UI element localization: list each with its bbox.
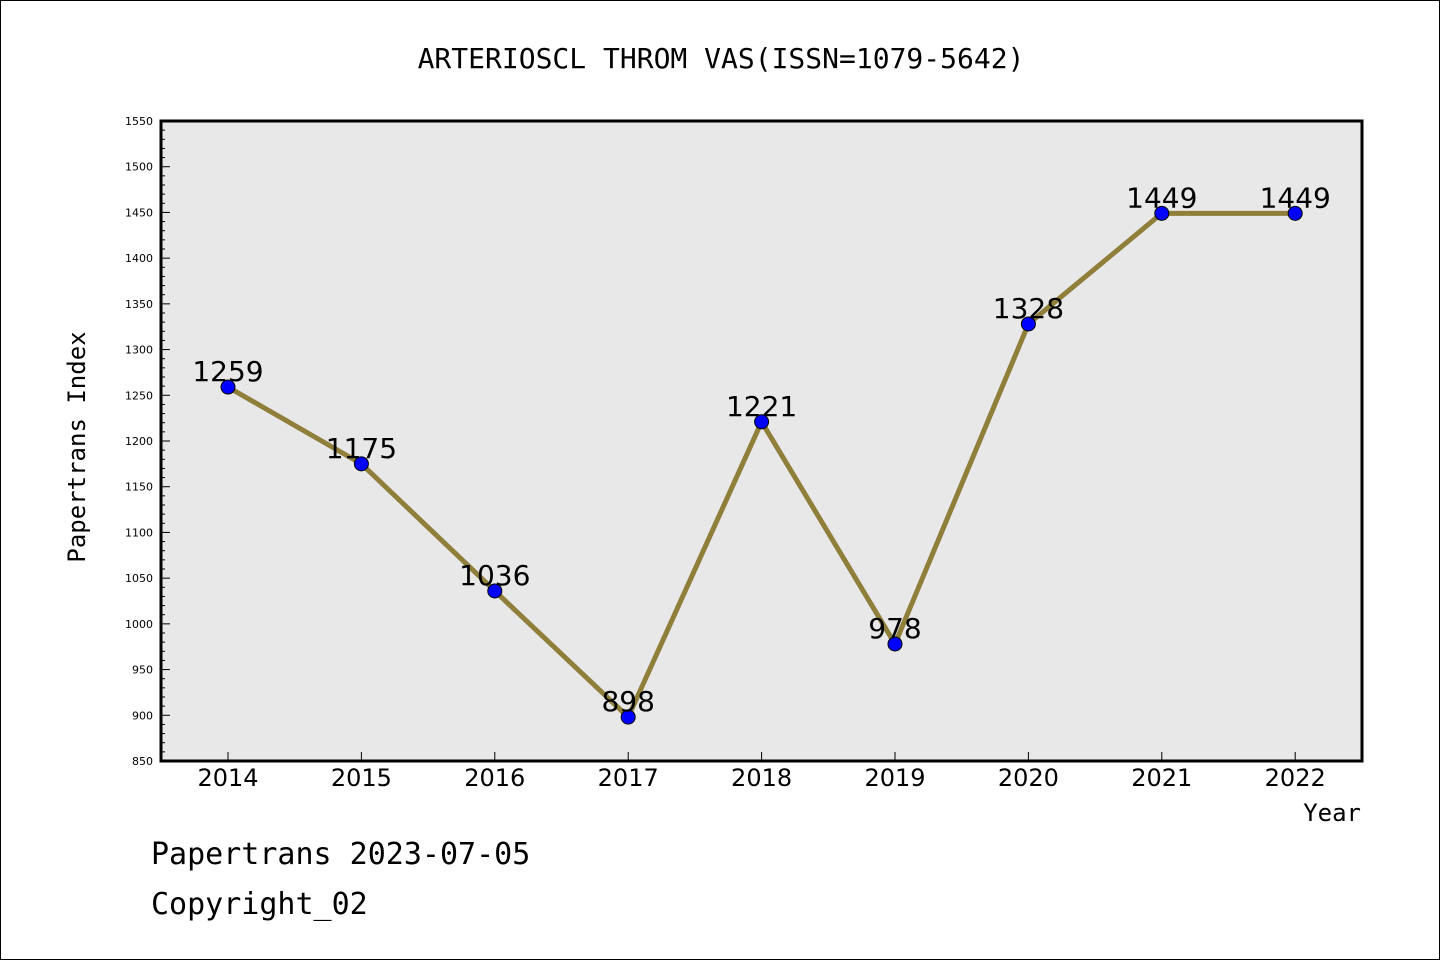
x-tick-label: 2016 — [464, 764, 525, 792]
data-labels: 1259 1175 1036 898 1221 978 1328 1449 1449 — [192, 181, 1330, 718]
plot-frame — [159, 119, 1364, 763]
data-point — [887, 636, 903, 652]
x-tick-label: 2022 — [1265, 764, 1326, 792]
x-axis: 2014 2015 2016 2017 2018 2019 2020 2021 2022 — [197, 752, 1326, 792]
y-tick-label: 1550 — [125, 115, 153, 128]
data-label: 1221 — [726, 390, 797, 423]
x-axis-label: Year — [1303, 799, 1361, 827]
x-tick-label: 2017 — [598, 764, 659, 792]
y-tick-label: 950 — [132, 664, 153, 677]
y-tick-label: 1250 — [125, 389, 153, 402]
data-point — [1154, 205, 1170, 221]
data-label: 1036 — [459, 559, 530, 592]
data-point — [220, 379, 236, 395]
data-label: 1449 — [1260, 181, 1331, 214]
data-label: 1328 — [993, 292, 1064, 325]
y-tick-label: 1050 — [125, 572, 153, 585]
y-tick-label: 1400 — [125, 252, 153, 265]
y-tick-label: 1500 — [125, 161, 153, 174]
y-tick-label: 1350 — [125, 298, 153, 311]
data-markers — [220, 205, 1303, 725]
y-tick-label: 1300 — [125, 344, 153, 357]
x-tick-label: 2021 — [1131, 764, 1192, 792]
y-tick-label: 1450 — [125, 206, 153, 219]
y-axis: 850 900 950 1000 1050 1100 1150 1200 1250 1300 135… — [125, 115, 170, 768]
y-tick-label: 1150 — [125, 481, 153, 494]
footer-date-text: Papertrans 2023-07-05 — [151, 837, 531, 872]
x-tick-label: 2015 — [331, 764, 392, 792]
x-tick-label: 2020 — [998, 764, 1059, 792]
data-point — [1287, 205, 1303, 221]
data-point — [754, 414, 770, 430]
chart-title: ARTERIOSCL THROM VAS(ISSN=1079-5642) — [418, 42, 1025, 75]
x-tick-label: 2014 — [197, 764, 258, 792]
plot-area — [161, 121, 1362, 761]
x-tick-label: 2018 — [731, 764, 792, 792]
data-point — [353, 456, 369, 472]
y-tick-label: 1100 — [125, 526, 153, 539]
data-point — [620, 709, 636, 725]
data-label: 1259 — [192, 355, 263, 388]
y-tick-label: 900 — [132, 709, 153, 722]
data-point — [487, 583, 503, 599]
data-label: 1175 — [326, 432, 397, 465]
y-tick-label: 850 — [132, 755, 153, 768]
y-axis-label: Papertrans Index — [63, 331, 91, 562]
y-tick-label: 1000 — [125, 618, 153, 631]
data-label: 978 — [868, 612, 921, 645]
x-tick-label: 2019 — [864, 764, 925, 792]
data-label: 898 — [601, 685, 654, 718]
y-tick-label: 1200 — [125, 435, 153, 448]
data-point — [1020, 316, 1036, 332]
footer-copyright-text: Copyright_02 — [151, 887, 368, 922]
data-label: 1449 — [1126, 181, 1197, 214]
